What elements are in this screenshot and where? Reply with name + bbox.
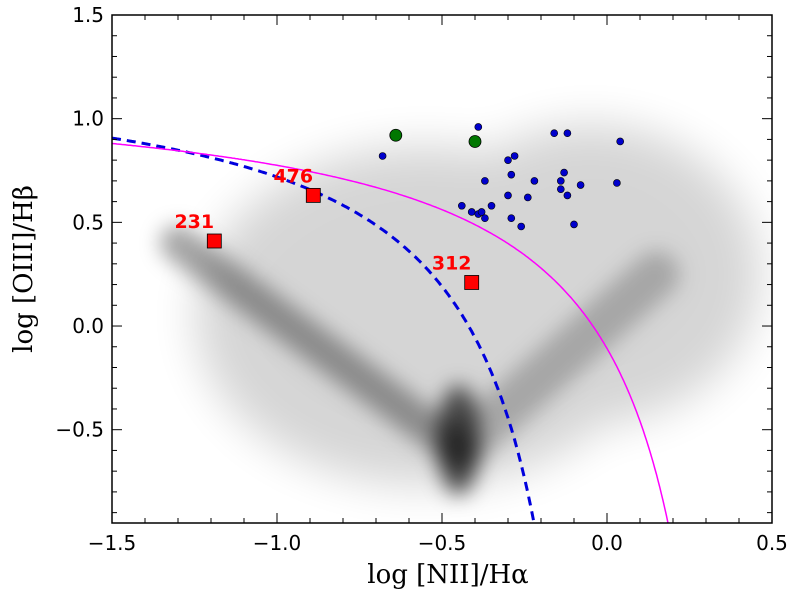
data-point: [474, 123, 483, 131]
y-axis-label: log [OIII]/Hβ: [9, 185, 39, 353]
y-tick-label: 1.0: [72, 107, 104, 131]
data-point: [523, 193, 532, 202]
x-tick-label: −1.0: [253, 531, 302, 555]
data-points: [206, 123, 625, 290]
data-point: [563, 191, 572, 200]
labeled-square-point: [305, 187, 321, 203]
data-point: [507, 170, 516, 179]
y-tick-labels: −0.5 0.0 0.5 1.0 1.5: [55, 3, 104, 442]
data-point: [481, 214, 489, 222]
highlight-point: [468, 135, 482, 148]
x-tick-label: 0.0: [591, 531, 623, 555]
data-point: [570, 220, 578, 229]
density-peak: [436, 385, 481, 496]
highlight-point: [389, 128, 403, 142]
data-point: [477, 208, 486, 216]
data-point: [556, 177, 565, 185]
data-point: [504, 156, 512, 164]
x-tick-labels: −1.5 −1.0 −0.5 0.0 0.5: [88, 531, 788, 555]
kauffmann-curve: [112, 136, 536, 523]
background-density: [160, 124, 761, 496]
data-point: [504, 191, 512, 200]
density-ridge: [435, 251, 680, 474]
point-label: 476: [273, 165, 313, 187]
data-point: [378, 152, 387, 160]
y-tick-label: 0.5: [72, 210, 104, 234]
y-tick-label: 1.5: [72, 3, 104, 27]
data-point: [616, 137, 625, 146]
y-tick-label: 0.0: [72, 314, 104, 338]
labeled-square-point: [464, 275, 480, 290]
y-tick-label: −0.5: [55, 418, 104, 442]
point-label: 312: [432, 252, 472, 274]
x-axis-label: log [NII]/Hα: [367, 560, 528, 590]
data-point: [530, 177, 539, 185]
demarcation-curves: [112, 136, 669, 523]
density-blob: [420, 124, 761, 425]
point-labels: 231 476 312: [174, 165, 471, 274]
axis-ticks: [111, 14, 773, 523]
kewley-curve: [112, 142, 669, 523]
data-point: [507, 214, 516, 222]
data-point: [487, 201, 496, 210]
data-point: [510, 152, 519, 160]
data-point: [563, 129, 572, 137]
x-tick-label: −0.5: [418, 531, 467, 555]
x-tick-label: 0.5: [756, 531, 788, 555]
labeled-square-point: [206, 233, 222, 249]
data-point: [560, 168, 568, 177]
data-point: [457, 201, 466, 210]
data-point: [576, 181, 585, 189]
data-point: [517, 222, 526, 231]
data-point: [556, 185, 565, 193]
data-point: [550, 129, 559, 137]
x-tick-label: −1.5: [88, 531, 137, 555]
density-ridges: [160, 225, 680, 496]
data-point: [613, 179, 621, 187]
data-point: [481, 177, 489, 185]
point-label: 231: [174, 211, 214, 233]
density-ridge: [160, 225, 477, 469]
data-point: [467, 208, 476, 216]
